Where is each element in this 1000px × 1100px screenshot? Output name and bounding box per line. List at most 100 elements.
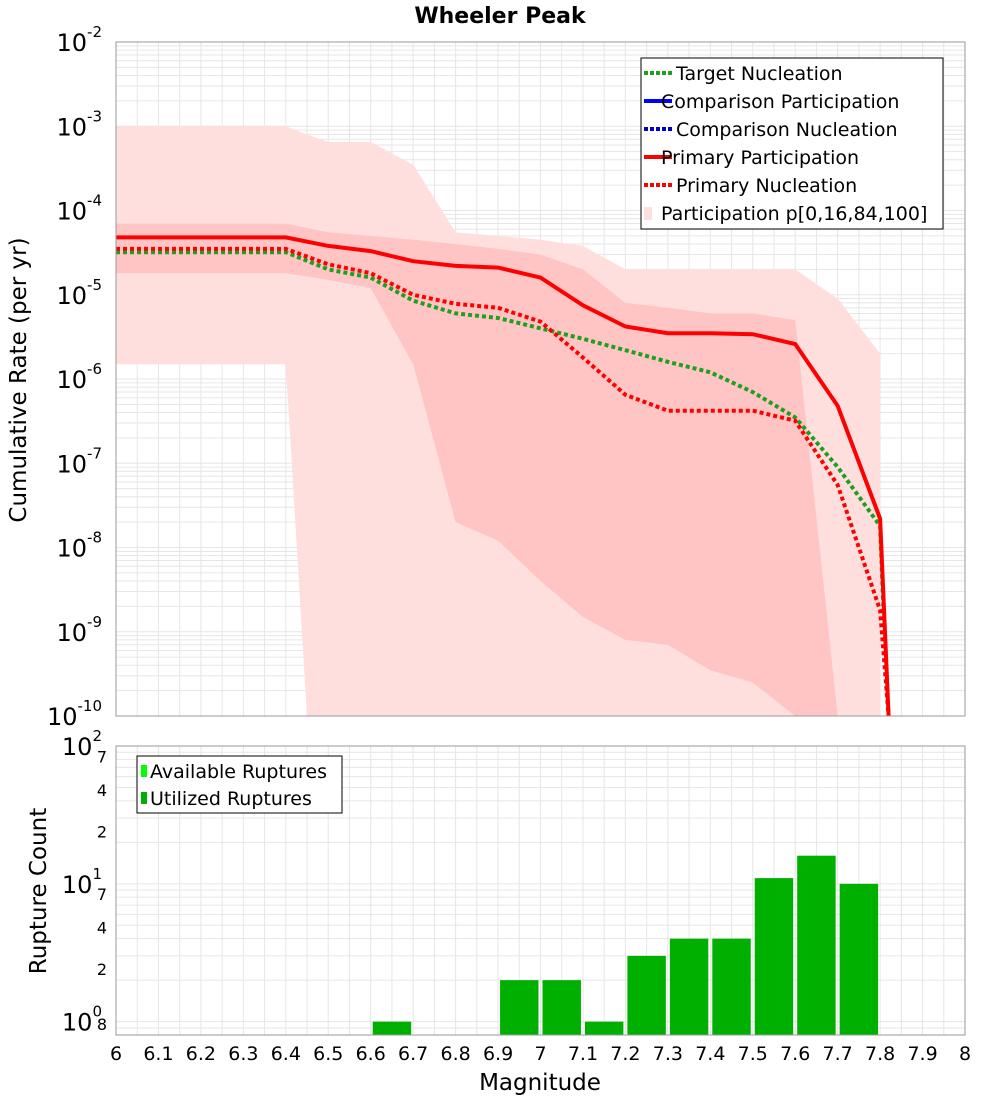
top-lines (116, 235, 891, 717)
top-y-tick-label: 10-6 (56, 360, 102, 394)
top-bands (116, 126, 881, 717)
x-tick-label: 6.3 (228, 1043, 258, 1065)
x-tick-label: 7.7 (823, 1043, 853, 1065)
legend-label: Available Ruptures (150, 761, 327, 783)
legend-swatch (644, 207, 652, 220)
legend-label: Comparison Nucleation (676, 119, 898, 141)
tick-exponent: -10 (78, 697, 103, 715)
bottom-y-tick-label: 2 (97, 822, 107, 841)
top-y-tick-label: 10-5 (56, 276, 102, 310)
bottom-y-tick-label: 4 (97, 919, 107, 938)
x-tick-label: 6.5 (313, 1043, 343, 1065)
tick-exponent: 0 (92, 1003, 102, 1021)
tick-base: 10 (62, 871, 93, 899)
band-participation-p-16-84- (116, 223, 881, 716)
tick-base: 10 (56, 366, 87, 394)
x-tick-label: 8 (959, 1043, 971, 1065)
bottom-y-tick-label: 7 (97, 885, 107, 904)
bottom-plot-frame (115, 745, 966, 1036)
tick-exponent: -8 (87, 529, 102, 547)
bottom-y-tick-label: 7 (97, 747, 107, 766)
x-tick-label: 7.3 (653, 1043, 683, 1065)
tick-base: 10 (56, 113, 87, 141)
tick-base: 10 (56, 282, 87, 310)
top-plot-frame (115, 41, 966, 717)
tick-base: 10 (56, 535, 87, 563)
x-tick-label: 7 (534, 1043, 546, 1065)
bar-utilized-ruptures (584, 1021, 624, 1035)
bottom-y-tick-label: 8 (97, 1015, 107, 1034)
legend-label: Primary Nucleation (676, 175, 857, 197)
tick-exponent: -6 (87, 360, 102, 378)
top-legend: Target Nucleation Comparison Participatio… (640, 57, 944, 230)
legend-label: Comparison Participation (661, 91, 899, 113)
top-y-tick-label: 10-9 (56, 613, 102, 647)
tick-base: 10 (56, 29, 87, 57)
x-tick-label: 6.2 (186, 1043, 216, 1065)
bar-utilized-ruptures (542, 980, 581, 1035)
tick-exponent: -7 (87, 444, 102, 462)
legend-label: Utilized Ruptures (150, 788, 312, 810)
bar-utilized-ruptures (627, 955, 666, 1035)
bottom-bars (372, 855, 879, 1035)
x-tick-label: 7.5 (738, 1043, 768, 1065)
bottom-legend: Available Ruptures Utilized Ruptures (136, 755, 343, 814)
top-y-axis-label: Cumulative Rate (per yr) (6, 237, 32, 522)
top-y-tick-label: 10-8 (56, 529, 102, 563)
tick-base: 10 (62, 733, 93, 761)
x-tick-label: 6 (110, 1043, 122, 1065)
x-tick-label: 6.9 (483, 1043, 513, 1065)
tick-exponent: -5 (87, 276, 102, 294)
x-tick-label: 6.6 (356, 1043, 386, 1065)
tick-base: 10 (56, 198, 87, 226)
tick-exponent: -2 (87, 23, 102, 41)
tick-exponent: -4 (87, 192, 102, 210)
bottom-legend-box (136, 755, 343, 814)
bar-utilized-ruptures (372, 1021, 412, 1035)
x-tick-label: 6.7 (398, 1043, 428, 1065)
bar-utilized-ruptures (669, 938, 709, 1035)
x-tick-label: 7.4 (695, 1043, 725, 1065)
tick-base: 10 (62, 1009, 93, 1037)
legend-label: Primary Participation (661, 147, 859, 169)
tick-exponent: 1 (92, 865, 102, 883)
bar-utilized-ruptures (839, 883, 879, 1035)
x-tick-label: 6.8 (440, 1043, 470, 1065)
tick-exponent: -3 (87, 107, 102, 125)
tick-exponent: 2 (92, 727, 102, 745)
x-axis-label: Magnitude (479, 1070, 601, 1096)
x-tick-label: 6.1 (143, 1043, 173, 1065)
bottom-y-tick-label: 100 (62, 1003, 102, 1037)
legend-label: Participation p[0,16,84,100] (661, 203, 927, 225)
legend-swatch (141, 792, 147, 804)
x-tick-label: 7.1 (568, 1043, 598, 1065)
tick-base: 10 (47, 703, 78, 731)
tick-exponent: -9 (87, 613, 102, 631)
bar-utilized-ruptures (712, 938, 751, 1035)
bottom-x-ticks: 6 6.1 6.2 6.3 6.4 6.5 6.6 6.7 6.8 6.9 7 7.1 7.2 7.3 7.… (110, 1043, 971, 1065)
x-tick-label: 7.2 (610, 1043, 640, 1065)
bottom-y-tick-label: 102 (62, 727, 102, 761)
legend-swatch (141, 765, 147, 777)
top-y-tick-label: 10-7 (56, 444, 102, 478)
bar-utilized-ruptures (500, 980, 539, 1035)
bar-utilized-ruptures (754, 878, 794, 1035)
bottom-y-tick-label: 4 (97, 781, 107, 800)
chart-title: Wheeler Peak (414, 4, 587, 29)
top-legend-box (640, 57, 944, 230)
tick-base: 10 (56, 450, 87, 478)
top-y-tick-label: 10-2 (56, 23, 102, 57)
bottom-y-tick-label: 101 (62, 865, 102, 899)
legend-label: Target Nucleation (675, 63, 843, 85)
bar-utilized-ruptures (797, 855, 836, 1035)
x-tick-label: 7.9 (907, 1043, 937, 1065)
series-primary-nucleation (116, 246, 891, 717)
top-y-tick-label: 10-3 (56, 107, 102, 141)
top-y-tick-label: 10-4 (56, 192, 102, 226)
x-tick-label: 7.8 (865, 1043, 895, 1065)
tick-base: 10 (56, 619, 87, 647)
x-tick-label: 6.4 (271, 1043, 301, 1065)
series-target-nucleation (116, 250, 891, 717)
